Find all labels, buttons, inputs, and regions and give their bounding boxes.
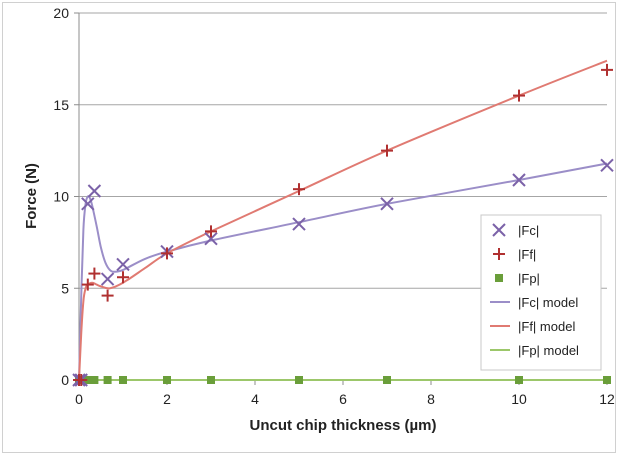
point-fc-2 <box>81 197 95 211</box>
x-tick-label-2: 4 <box>251 391 259 407</box>
point-ff-8 <box>293 183 305 196</box>
x-tick-label-5: 10 <box>511 391 527 407</box>
point-ff-9 <box>381 144 393 157</box>
point-ff-1 <box>75 374 88 386</box>
point-fp-6 <box>163 376 171 384</box>
tick-labels: 0 5 10 15 20 0 2 4 6 8 10 12 <box>53 5 615 407</box>
series-line-ff-model <box>78 59 608 381</box>
y-tick-label-0: 0 <box>61 372 69 388</box>
point-fc-9-stroke-b <box>380 197 394 211</box>
x-tick-label-1: 2 <box>163 391 171 407</box>
legend-box <box>480 214 602 371</box>
y-axis-title: Force (N) <box>23 163 40 229</box>
legend-symbol-ff <box>493 248 505 260</box>
x-tick-label-0: 0 <box>75 391 83 407</box>
point-fc-5-stroke-b <box>116 257 130 272</box>
point-fp-8 <box>295 376 303 384</box>
legend-label-fp-model: |Fp| model <box>518 343 579 358</box>
legend-label-ff-model: |Ff| model <box>518 319 575 334</box>
legend-symbol-fp <box>495 274 503 282</box>
point-fp-2 <box>83 376 92 384</box>
point-fc-4-stroke-b <box>100 272 115 286</box>
legend-symbol-fc-stroke-b <box>492 223 506 237</box>
legend-symbol-fc <box>492 223 506 237</box>
data-markers <box>72 63 614 387</box>
point-fc-10 <box>512 173 526 187</box>
legend-label-fc: |Fc| <box>518 223 539 238</box>
x-axis-title: Uncut chip thickness (µm) <box>249 417 436 434</box>
y-tick-label-3: 15 <box>53 97 69 113</box>
point-ff-6 <box>161 247 173 260</box>
point-ff-7 <box>205 225 217 238</box>
y-tick-label-2: 10 <box>53 189 69 205</box>
point-ff-4 <box>101 289 114 302</box>
point-fc-10-stroke-b <box>512 173 526 187</box>
point-fp-10 <box>515 376 523 384</box>
legend-label-ff: |Ff| <box>518 247 536 262</box>
point-fp-11 <box>603 376 611 384</box>
point-fc-3-stroke-b <box>87 184 102 198</box>
point-ff-5 <box>117 271 129 284</box>
point-ff-11 <box>601 63 613 76</box>
y-tick-label-1: 5 <box>61 280 69 296</box>
point-ff-2 <box>81 278 94 291</box>
x-tick-label-3: 6 <box>339 391 347 407</box>
series-line-fc-model <box>78 162 608 381</box>
point-fc-11-stroke-b <box>600 158 614 173</box>
point-fc-7 <box>204 231 218 246</box>
point-fp-4 <box>103 376 112 384</box>
legend-label-fp: |Fp| <box>518 271 540 286</box>
point-fp-7 <box>207 376 215 384</box>
point-fc-9 <box>380 197 394 211</box>
point-fc-2-stroke-b <box>81 197 95 211</box>
y-tick-label-4: 20 <box>53 5 69 21</box>
point-ff-3 <box>88 267 101 280</box>
legend-label-fc-model: |Fc| model <box>518 295 578 310</box>
point-ff-10 <box>513 89 525 102</box>
point-fp-9 <box>383 376 391 384</box>
point-fc-11 <box>600 158 614 173</box>
point-fc-3 <box>87 184 102 198</box>
point-fc-7-stroke-b <box>204 231 218 246</box>
x-tick-label-4: 8 <box>427 391 435 407</box>
x-tick-label-6: 12 <box>599 391 615 407</box>
point-fc-8-stroke-b <box>292 217 306 231</box>
point-fp-5 <box>119 376 127 384</box>
point-fc-5 <box>116 257 130 272</box>
point-fc-4 <box>100 272 115 286</box>
point-fp-3 <box>90 376 99 384</box>
point-fc-8 <box>292 217 306 231</box>
legend: |Fc| |Ff| |Fp| |Fc| model |Ff| model |Fp| mod… <box>480 214 602 371</box>
